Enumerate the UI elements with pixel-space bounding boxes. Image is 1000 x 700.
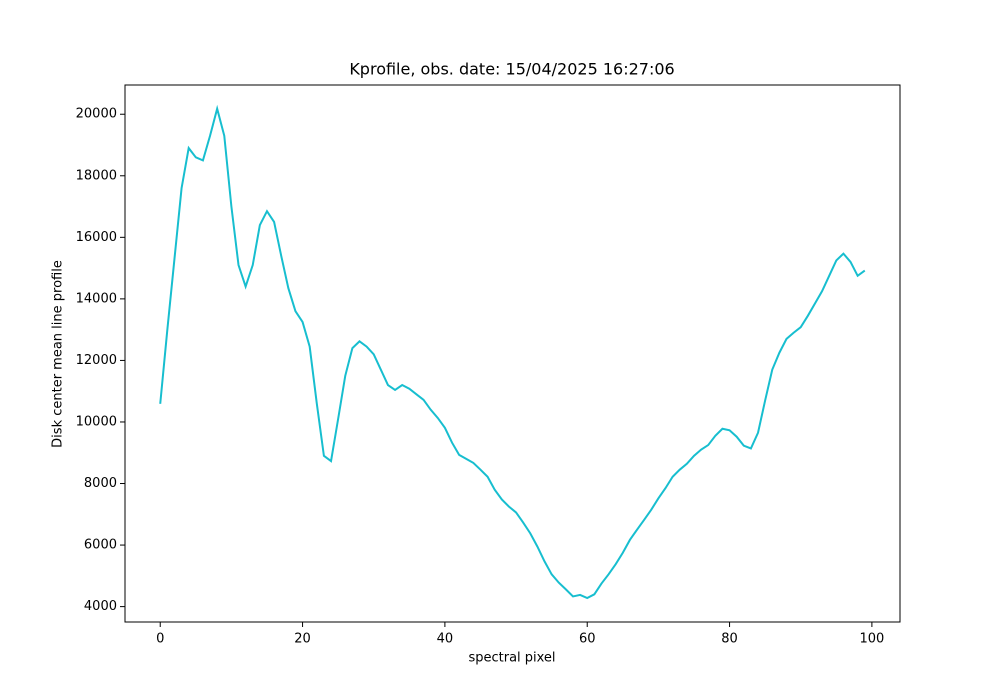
y-tick-label: 8000 [84, 476, 117, 491]
y-tick-label: 20000 [76, 107, 117, 122]
x-tick-label: 80 [721, 632, 738, 647]
y-tick-label: 6000 [84, 538, 117, 553]
plot-frame [124, 84, 901, 623]
data-line [159, 104, 866, 600]
y-tick-label: 16000 [76, 230, 117, 245]
x-tick-label: 60 [579, 632, 596, 647]
y-tick-label: 14000 [76, 291, 117, 306]
x-tick-label: 100 [859, 632, 884, 647]
y-axis-label: Disk center mean line profile [51, 260, 66, 448]
x-tick-label: 20 [294, 632, 311, 647]
y-tick-label: 4000 [84, 599, 117, 614]
x-axis-label: spectral pixel [468, 651, 555, 666]
y-tick-label: 10000 [76, 414, 117, 429]
y-tick-label: 18000 [76, 168, 117, 183]
y-tick-label: 12000 [76, 353, 117, 368]
x-tick-label: 40 [437, 632, 454, 647]
x-tick-label: 0 [156, 632, 164, 647]
chart-title: Kprofile, obs. date: 15/04/2025 16:27:06 [349, 60, 674, 79]
